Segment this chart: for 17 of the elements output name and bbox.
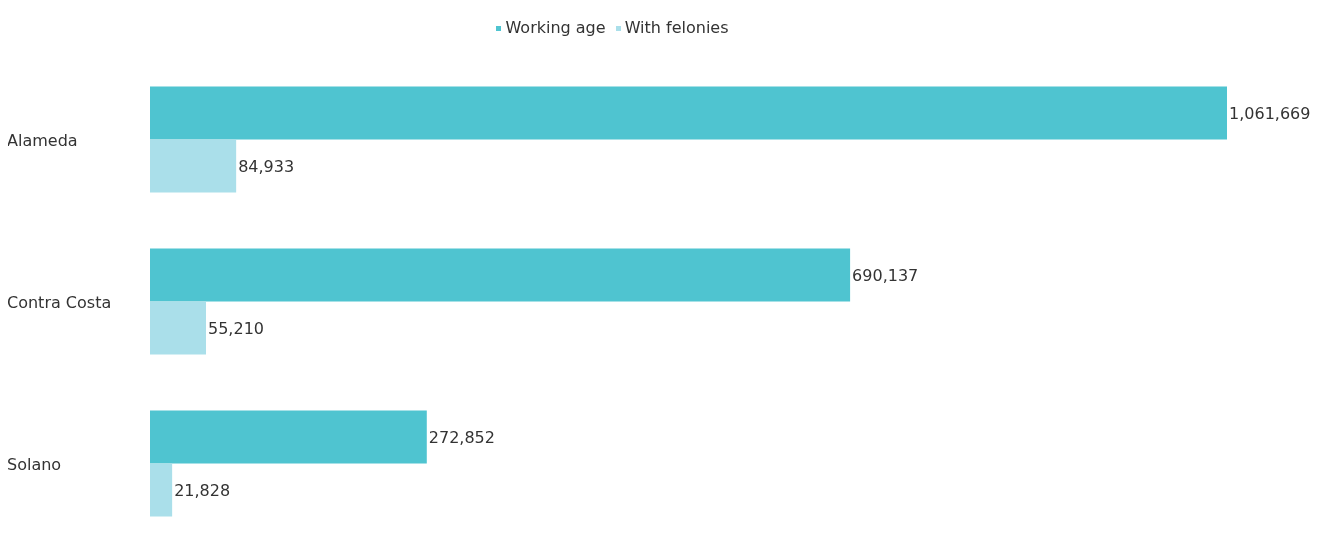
data-label: 84,933 [238,156,295,176]
data-label: 55,210 [208,318,264,338]
legend-label: With felonies [624,18,729,37]
data-label: 1,061,669 [1229,103,1311,123]
data-label: 690,137 [852,265,919,285]
data-label: 272,852 [428,427,495,447]
data-label: 21,828 [174,480,231,500]
y-tick-label: Solano [7,454,62,474]
bar [150,301,207,355]
bar [150,410,427,464]
bar [150,463,173,517]
legend-label: Working age [505,18,606,37]
bar [150,248,851,302]
y-tick-label: Contra Costa [7,292,112,312]
bar [150,86,1227,140]
bar [150,139,237,193]
y-tick-label: Alameda [7,130,78,150]
